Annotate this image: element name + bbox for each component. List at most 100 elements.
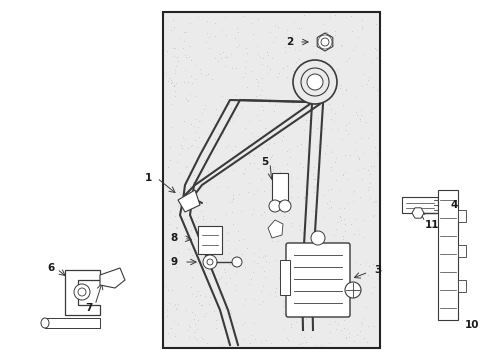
Point	[279, 133, 287, 139]
Point	[206, 294, 214, 300]
Point	[371, 144, 379, 150]
Point	[353, 332, 361, 338]
Point	[369, 199, 377, 205]
Point	[290, 69, 298, 75]
Point	[226, 199, 234, 205]
Point	[212, 167, 220, 173]
Point	[218, 274, 225, 280]
Point	[309, 327, 317, 333]
Point	[263, 63, 271, 69]
Point	[356, 118, 364, 123]
Point	[367, 163, 375, 169]
Point	[202, 72, 210, 78]
Point	[351, 139, 359, 145]
Point	[365, 323, 372, 329]
Point	[372, 48, 380, 53]
Point	[344, 131, 352, 137]
Point	[201, 102, 209, 108]
Point	[357, 108, 365, 113]
Polygon shape	[178, 190, 200, 212]
Point	[211, 142, 219, 148]
Point	[317, 342, 325, 348]
Point	[232, 283, 240, 288]
Point	[223, 96, 231, 102]
Point	[188, 291, 196, 297]
Point	[349, 190, 357, 196]
Point	[196, 208, 204, 214]
Point	[342, 87, 350, 93]
Point	[213, 234, 221, 240]
Point	[279, 270, 287, 275]
Point	[343, 200, 351, 206]
Point	[351, 283, 359, 289]
Point	[372, 21, 380, 27]
Point	[333, 66, 341, 72]
Point	[310, 184, 318, 190]
Point	[320, 192, 328, 198]
Point	[221, 14, 229, 19]
Point	[272, 171, 280, 176]
Point	[325, 63, 333, 68]
Point	[167, 144, 174, 150]
Point	[323, 33, 331, 39]
Point	[318, 90, 326, 96]
Point	[184, 163, 192, 168]
Point	[239, 97, 247, 103]
Point	[351, 282, 359, 288]
Point	[186, 194, 194, 199]
Point	[356, 261, 364, 267]
Point	[210, 150, 218, 156]
Point	[276, 126, 284, 131]
Point	[330, 42, 338, 48]
Point	[357, 135, 365, 140]
Point	[286, 154, 294, 160]
Point	[336, 213, 344, 219]
Point	[192, 329, 199, 335]
Point	[283, 161, 291, 167]
Point	[195, 238, 202, 244]
Point	[213, 112, 221, 118]
Point	[266, 171, 273, 177]
Point	[278, 137, 286, 143]
Point	[261, 209, 269, 215]
Point	[187, 284, 195, 289]
Point	[302, 339, 310, 345]
Point	[334, 126, 342, 132]
Point	[331, 282, 339, 287]
Point	[217, 55, 225, 61]
Point	[224, 184, 232, 190]
Point	[365, 167, 372, 173]
Point	[173, 225, 181, 231]
Point	[342, 127, 350, 133]
Point	[269, 97, 276, 103]
Point	[342, 169, 349, 175]
Point	[193, 144, 200, 150]
Point	[283, 74, 291, 80]
Point	[197, 118, 205, 124]
Point	[283, 27, 291, 32]
Point	[270, 175, 277, 181]
Point	[260, 55, 268, 61]
Point	[372, 199, 380, 204]
Point	[246, 340, 254, 346]
Point	[172, 224, 180, 230]
Point	[326, 33, 334, 39]
Point	[355, 231, 363, 237]
Point	[296, 298, 304, 304]
Point	[305, 219, 313, 224]
Point	[187, 57, 195, 63]
Point	[187, 20, 195, 26]
Point	[342, 86, 350, 92]
Point	[347, 28, 355, 34]
Point	[182, 164, 190, 170]
Point	[318, 71, 326, 76]
Point	[197, 302, 205, 308]
Point	[346, 152, 354, 158]
Point	[337, 327, 345, 332]
Point	[259, 283, 267, 288]
Point	[287, 324, 294, 330]
Point	[363, 81, 371, 86]
Point	[279, 280, 287, 285]
Point	[337, 187, 344, 193]
Point	[204, 235, 212, 241]
